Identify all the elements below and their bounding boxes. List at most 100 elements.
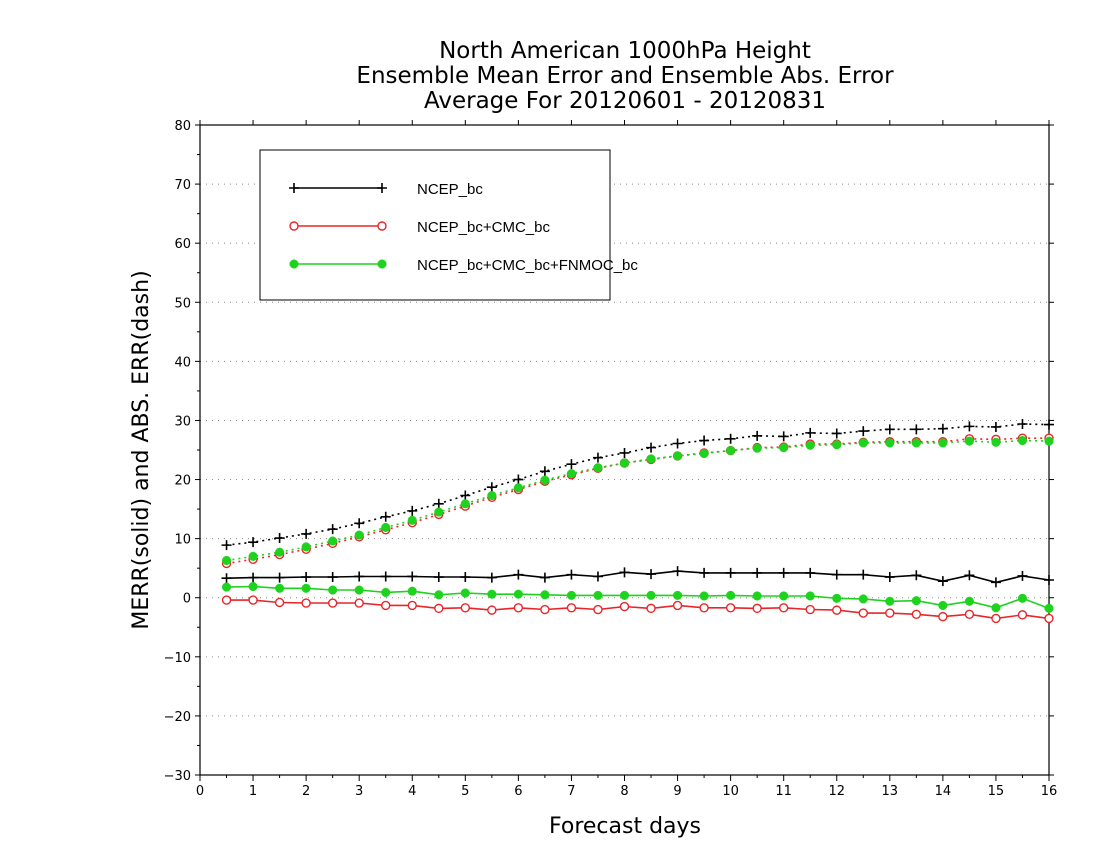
legend-marker bbox=[377, 183, 387, 193]
series-2-mean-error-point bbox=[699, 591, 709, 601]
series-0-mean-error-point bbox=[778, 567, 789, 578]
series-1-mean-error-point bbox=[221, 595, 232, 605]
series-2-abs-error-point bbox=[673, 451, 683, 461]
series-0-mean-error-point bbox=[725, 567, 736, 578]
series-2-abs-error-point bbox=[487, 490, 497, 501]
series-2-abs-error-point bbox=[699, 448, 709, 459]
series-0-abs-error-point bbox=[407, 505, 418, 516]
series-2-abs-error-point bbox=[779, 443, 789, 453]
x-tick-label: 1 bbox=[249, 784, 257, 799]
y-tick-label: −20 bbox=[164, 710, 191, 725]
series-1-mean-error-point bbox=[938, 611, 948, 622]
x-tick-label: 3 bbox=[355, 784, 363, 799]
series-0-abs-error-line bbox=[226, 423, 1050, 546]
series-0-abs-error-point bbox=[937, 423, 948, 434]
series-0-abs-error-point bbox=[539, 466, 550, 477]
series-0-abs-error-point bbox=[911, 424, 922, 435]
series-0-mean-error-point bbox=[1044, 575, 1054, 585]
y-tick-label: 20 bbox=[174, 474, 191, 489]
series-2-mean-error-line bbox=[226, 585, 1050, 610]
series-0-abs-error-point bbox=[884, 424, 895, 435]
series-0-abs-error-point bbox=[486, 482, 497, 493]
series-1-mean-error-point bbox=[778, 603, 789, 613]
series-0-abs-error-point bbox=[752, 430, 763, 441]
x-tick-label: 6 bbox=[514, 784, 522, 799]
series-0-abs-error-point bbox=[380, 511, 391, 522]
y-tick-label: 0 bbox=[183, 592, 191, 607]
series-2-abs-error-point bbox=[513, 483, 523, 493]
legend-label: NCEP_bc+CMC_bc+FNMOC_bc bbox=[417, 257, 638, 274]
series-2-abs-error-point bbox=[1017, 435, 1028, 446]
series-2-mean-error-point bbox=[540, 590, 550, 600]
series-2-mean-error-point bbox=[911, 596, 921, 606]
x-tick-label: 2 bbox=[302, 784, 310, 799]
series-0-mean-error-point bbox=[566, 569, 577, 580]
series-1-mean-error-point bbox=[619, 601, 630, 612]
series-2-mean-error-point bbox=[434, 590, 444, 600]
series-0-abs-error-point bbox=[858, 426, 869, 437]
series-1-mean-error-point bbox=[885, 608, 895, 618]
series-2-mean-error-point bbox=[381, 587, 391, 597]
legend-marker bbox=[289, 221, 299, 231]
series-0-mean-error-line bbox=[226, 570, 1050, 584]
series-2-mean-error-point bbox=[487, 589, 497, 599]
y-tick-label: 60 bbox=[174, 237, 191, 252]
legend-marker bbox=[377, 221, 387, 231]
series-0-mean-error-point bbox=[752, 567, 763, 578]
series-0-abs-error-point bbox=[327, 524, 338, 535]
series-2-abs-error-point bbox=[301, 542, 311, 552]
y-tick-label: −10 bbox=[164, 651, 191, 666]
x-tick-label: 7 bbox=[567, 784, 575, 799]
series-2-mean-error-point bbox=[593, 590, 603, 600]
x-tick-label: 14 bbox=[935, 784, 952, 799]
series-2-mean-error-point bbox=[726, 590, 736, 600]
series-2-abs-error-point bbox=[248, 551, 258, 561]
series-1-mean-error-point bbox=[354, 598, 364, 608]
series-0-abs-error-point bbox=[646, 442, 657, 453]
series-2-abs-error-point bbox=[964, 436, 974, 446]
series-1-mean-error-point bbox=[752, 603, 762, 614]
series-0-mean-error-point bbox=[619, 567, 630, 578]
series-0-mean-error-point bbox=[486, 572, 497, 583]
series-2-mean-error-point bbox=[991, 603, 1001, 613]
series-0-abs-error-point bbox=[433, 498, 444, 509]
y-tick-label: −30 bbox=[164, 769, 191, 784]
x-tick-label: 10 bbox=[722, 784, 739, 799]
series-0-mean-error-point bbox=[301, 572, 312, 583]
series-0-mean-error-point bbox=[407, 571, 418, 582]
series-1-mean-error-point bbox=[460, 603, 471, 613]
series-1-abs-error-line bbox=[226, 437, 1049, 565]
series-2-mean-error-point bbox=[328, 585, 338, 595]
series-1-mean-error-point bbox=[381, 600, 391, 611]
legend-label: NCEP_bc bbox=[417, 181, 483, 198]
series-1-mean-error-point bbox=[248, 595, 258, 605]
series-1-mean-error-point bbox=[593, 604, 603, 615]
series-1-mean-error-point bbox=[434, 603, 444, 614]
series-0-abs-error-point bbox=[354, 518, 365, 529]
series-0-mean-error-point bbox=[964, 570, 975, 581]
y-tick-label: 40 bbox=[174, 355, 191, 370]
series-0-mean-error-point bbox=[937, 576, 948, 587]
x-tick-label: 11 bbox=[775, 784, 792, 799]
series-0-mean-error-point bbox=[248, 572, 259, 583]
series-0-mean-error-point bbox=[672, 566, 683, 577]
x-tick-label: 0 bbox=[196, 784, 204, 799]
series-2-abs-error-point bbox=[646, 454, 656, 464]
series-0-mean-error-point bbox=[911, 570, 922, 581]
series-2-mean-error-point bbox=[275, 583, 285, 593]
series-0-mean-error-point bbox=[460, 572, 471, 583]
series-0-mean-error-point bbox=[592, 571, 603, 582]
series-2-mean-error-point bbox=[646, 590, 656, 600]
series-2-abs-error-point bbox=[460, 499, 470, 509]
series-1-mean-error-point bbox=[301, 598, 311, 608]
series-2-abs-error-point bbox=[328, 536, 338, 546]
series-2-mean-error-point bbox=[964, 596, 974, 606]
series-0-mean-error-point bbox=[539, 572, 550, 583]
chart-title-line: North American 1000hPa Height bbox=[439, 38, 811, 64]
series-2-abs-error-point bbox=[381, 522, 391, 532]
series-0-abs-error-point bbox=[460, 490, 471, 501]
series-0-mean-error-point bbox=[990, 577, 1001, 588]
series-0-abs-error-point bbox=[619, 447, 630, 458]
x-tick-label: 13 bbox=[882, 784, 899, 799]
